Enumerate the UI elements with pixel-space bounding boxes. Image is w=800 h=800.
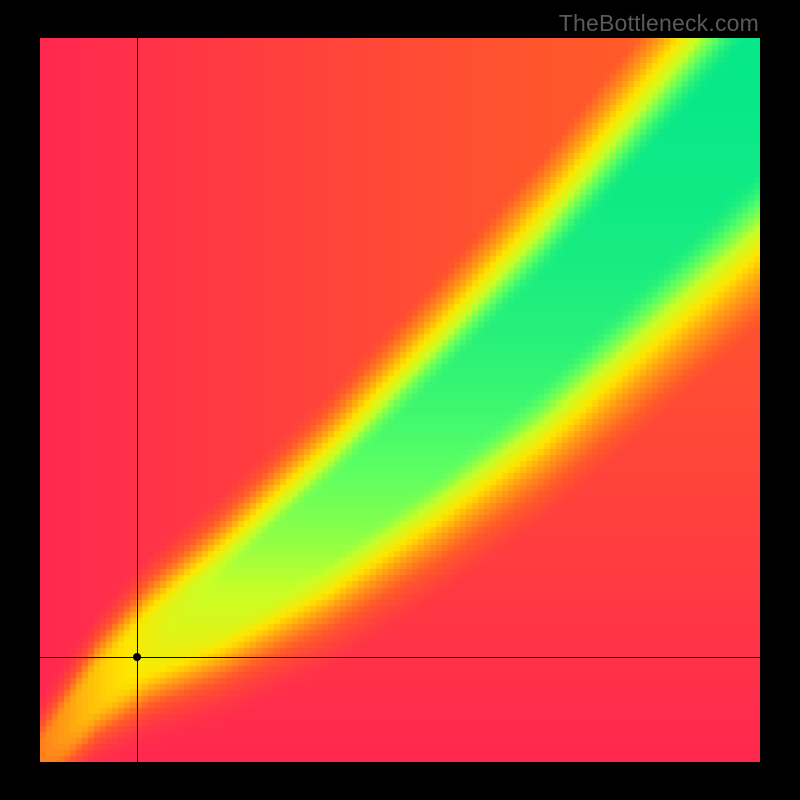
crosshair-horizontal [40,657,760,658]
outer-frame: TheBottleneck.com [0,0,800,800]
heatmap-canvas [40,38,760,762]
watermark-text: TheBottleneck.com [559,10,759,37]
crosshair-marker [133,653,141,661]
heatmap-plot [40,38,760,762]
